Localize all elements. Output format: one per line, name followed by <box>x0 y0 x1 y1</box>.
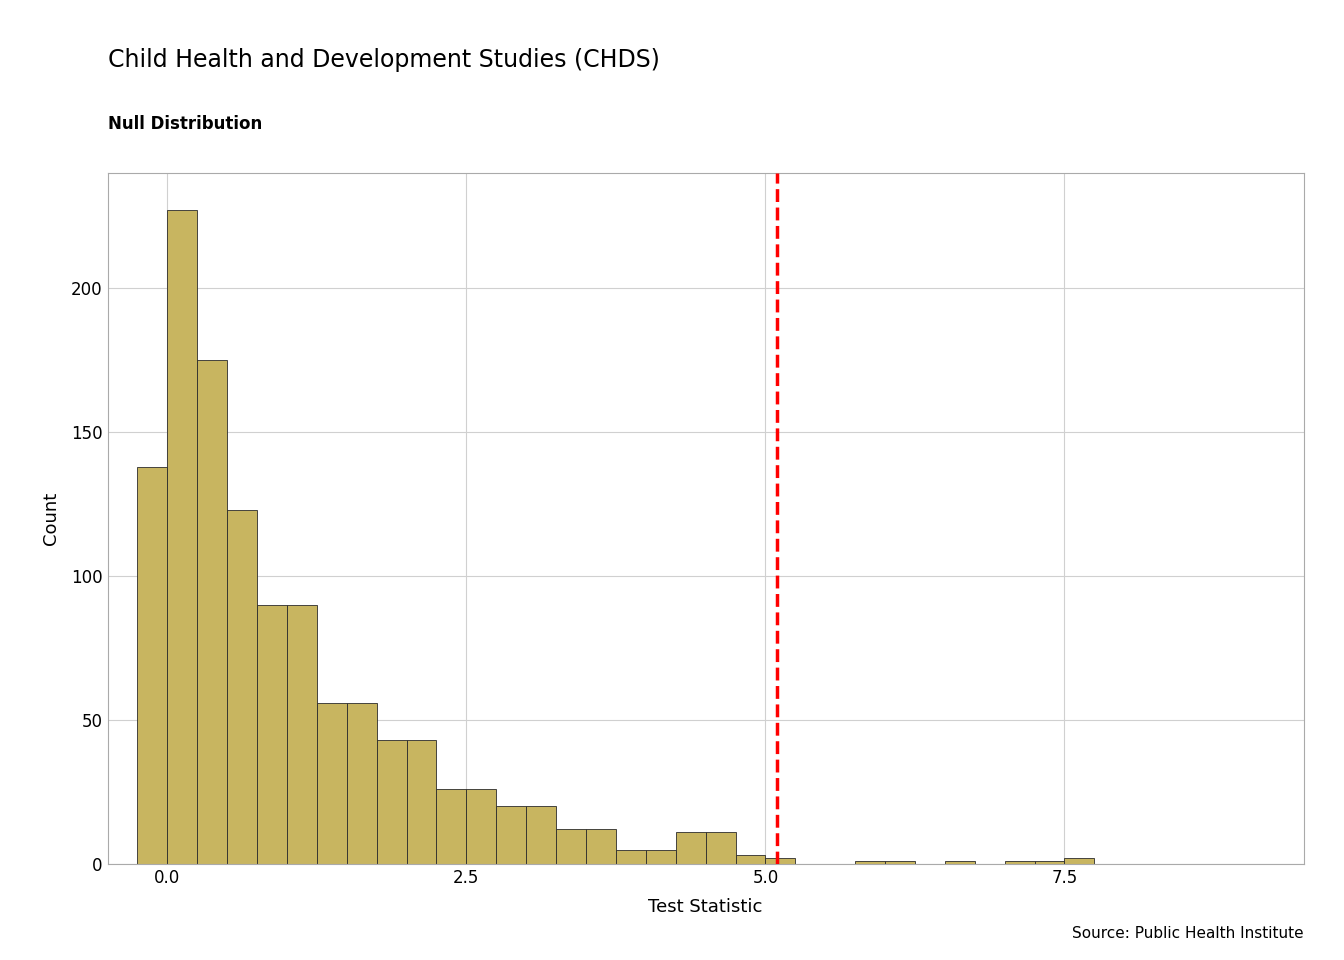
Bar <box>167 210 198 864</box>
Bar <box>1005 861 1035 864</box>
Bar <box>317 703 347 864</box>
Bar <box>616 850 645 864</box>
Bar <box>1064 858 1094 864</box>
Bar <box>1035 861 1064 864</box>
Bar <box>556 829 586 864</box>
Bar <box>945 861 974 864</box>
Bar <box>766 858 796 864</box>
Bar <box>586 829 616 864</box>
Text: Null Distribution: Null Distribution <box>108 115 262 133</box>
X-axis label: Test Statistic: Test Statistic <box>648 898 763 916</box>
Bar <box>676 832 706 864</box>
Text: Child Health and Development Studies (CHDS): Child Health and Development Studies (CH… <box>108 48 660 72</box>
Bar <box>496 806 527 864</box>
Y-axis label: Count: Count <box>42 492 60 545</box>
Bar <box>407 740 437 864</box>
Bar <box>347 703 376 864</box>
Bar <box>466 789 496 864</box>
Bar <box>257 605 288 864</box>
Bar <box>706 832 735 864</box>
Bar <box>198 360 227 864</box>
Bar <box>376 740 407 864</box>
Bar <box>437 789 466 864</box>
Bar <box>527 806 556 864</box>
Bar <box>855 861 884 864</box>
Bar <box>886 861 915 864</box>
Bar <box>137 467 167 864</box>
Bar <box>227 510 257 864</box>
Bar <box>735 855 766 864</box>
Bar <box>288 605 317 864</box>
Bar <box>645 850 676 864</box>
Text: Source: Public Health Institute: Source: Public Health Institute <box>1073 925 1304 941</box>
